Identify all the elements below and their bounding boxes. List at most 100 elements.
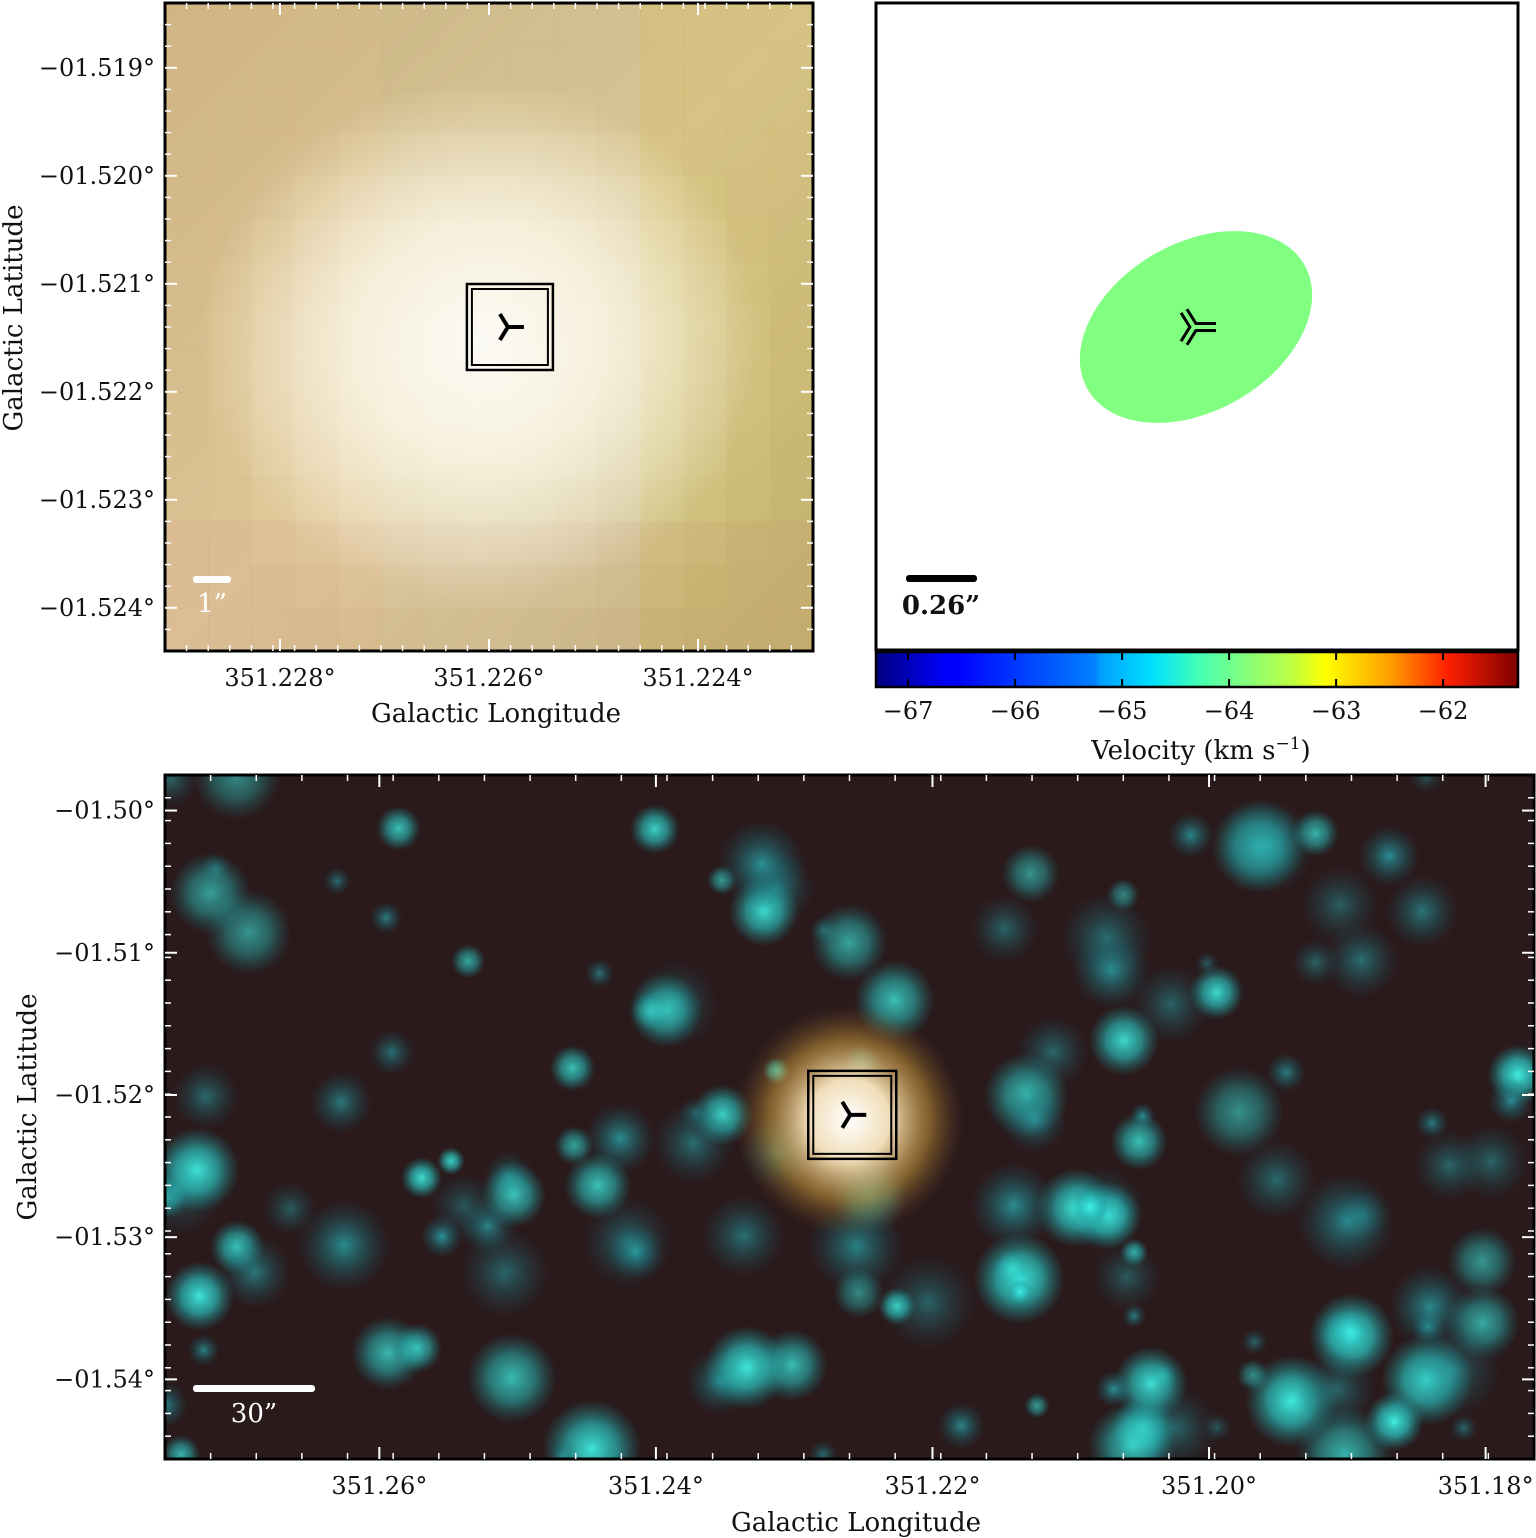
tl-pixel — [381, 3, 425, 47]
tl-pixel — [510, 607, 555, 651]
panel-top-left-ticks — [165, 3, 813, 651]
svg-text:0.26”: 0.26” — [902, 591, 980, 621]
tl-xtick-label: 351.226° — [433, 664, 544, 692]
bg-star — [652, 1102, 735, 1184]
tl-pixel — [769, 89, 813, 134]
tl-pixel — [337, 607, 382, 651]
tl-pixel — [683, 3, 728, 47]
tl-pixel — [597, 3, 641, 47]
colorbar-tick-label: −63 — [1311, 697, 1362, 725]
tl-pixel — [553, 607, 598, 651]
b-ytick-label: −01.50° — [54, 797, 155, 825]
bg-star — [810, 903, 888, 982]
tl-pixel — [769, 305, 813, 350]
bg-star — [1291, 939, 1339, 987]
colorbar-tick-label: −67 — [883, 697, 934, 725]
bg-star — [1001, 1087, 1068, 1153]
tl-xtick-label: 351.224° — [642, 664, 753, 692]
bg-star — [704, 1325, 789, 1410]
bg-star — [549, 1442, 577, 1459]
bg-star — [218, 1235, 292, 1309]
tl-pixel — [381, 607, 425, 651]
bg-star — [1413, 1129, 1486, 1202]
bg-star — [1291, 809, 1340, 857]
bg-star — [1219, 799, 1314, 894]
b-ytick-label: −01.51° — [54, 939, 155, 967]
bg-star — [1121, 1303, 1147, 1329]
b-ytick-label: −01.53° — [54, 1223, 155, 1251]
bg-star — [629, 804, 680, 855]
panel-bottom-scale-bar: 30” — [193, 1385, 315, 1429]
marker-tri-icon — [840, 1100, 867, 1129]
bg-star — [1113, 1346, 1189, 1422]
tl-pixel — [251, 607, 296, 651]
tl-pixel — [769, 3, 813, 47]
tl-ytick-label: −01.523° — [39, 486, 155, 514]
bg-star — [165, 1127, 240, 1213]
tl-pixel — [424, 607, 468, 651]
bg-star — [165, 1261, 235, 1332]
bg-star — [450, 943, 486, 979]
bg-star — [1017, 1015, 1089, 1088]
tl-pixel — [165, 607, 209, 651]
bg-star — [1189, 965, 1244, 1020]
bg-star — [1300, 865, 1380, 945]
panel-top-left-scale-bar: 1” — [193, 576, 231, 619]
b-xtick-label: 351.26° — [331, 1472, 427, 1500]
panel-top-left-marker — [465, 282, 555, 372]
marker-outer-square — [807, 1069, 898, 1161]
bg-star — [607, 1223, 664, 1280]
bg-star — [1488, 1078, 1534, 1124]
panel-bottom: 351.26° 351.24° 351.22° 351.20° 351.18° −01.5… — [13, 773, 1536, 1538]
panel-top-left-ylabel: Galactic Latitude — [0, 205, 29, 432]
bg-star — [1110, 1112, 1168, 1171]
b-xtick-label: 351.22° — [884, 1472, 980, 1500]
bg-star — [584, 958, 615, 989]
bg-star — [970, 894, 1039, 963]
tl-pixel — [769, 391, 813, 436]
b-xtick-label: 351.24° — [608, 1472, 704, 1500]
tl-pixel — [640, 3, 684, 47]
colorbar-label: Velocity (km s−1) — [1090, 734, 1310, 766]
bg-star — [376, 806, 421, 851]
panel-top-right-frame — [874, 1, 1520, 652]
bg-star — [880, 1254, 976, 1351]
marker-inner-square — [470, 288, 549, 366]
bg-star — [322, 866, 351, 895]
tl-pixel — [640, 607, 684, 651]
tl-pixel — [597, 607, 641, 651]
tl-ytick-label: −01.524° — [39, 594, 155, 622]
tl-pixel — [769, 219, 813, 263]
bg-star — [192, 775, 281, 820]
bg-star — [298, 1199, 390, 1292]
bg-star — [877, 1287, 916, 1326]
bg-star — [993, 1250, 1030, 1287]
colorbar — [874, 650, 1520, 689]
panel-bottom-xlabel: Galactic Longitude — [731, 1508, 981, 1538]
bg-star — [1092, 1242, 1162, 1312]
bg-star — [808, 1439, 838, 1459]
marker-outer-square — [465, 282, 555, 372]
bg-star — [630, 991, 670, 1031]
colorbar-tick-label: −66 — [990, 697, 1041, 725]
bg-star — [702, 1194, 785, 1278]
tl-pixel — [510, 3, 555, 47]
bg-star — [1265, 1052, 1306, 1093]
bg-star — [309, 1071, 373, 1134]
tl-ytick-label: −01.521° — [39, 270, 155, 298]
bg-star — [1194, 1066, 1285, 1157]
bg-star — [400, 1157, 443, 1199]
svg-text:1”: 1” — [197, 589, 227, 619]
bg-star — [169, 852, 252, 934]
tl-xtick-label: 351.228° — [224, 664, 335, 692]
bg-star — [832, 1267, 885, 1319]
bg-star — [1240, 1328, 1268, 1356]
tl-pixel — [294, 3, 339, 47]
tl-pixel — [769, 348, 813, 393]
svg-text:30”: 30” — [231, 1399, 277, 1429]
bg-star — [1072, 1188, 1109, 1225]
b-xtick-label: 351.18° — [1438, 1472, 1534, 1500]
bg-star — [172, 1063, 240, 1130]
bg-star — [369, 901, 403, 935]
